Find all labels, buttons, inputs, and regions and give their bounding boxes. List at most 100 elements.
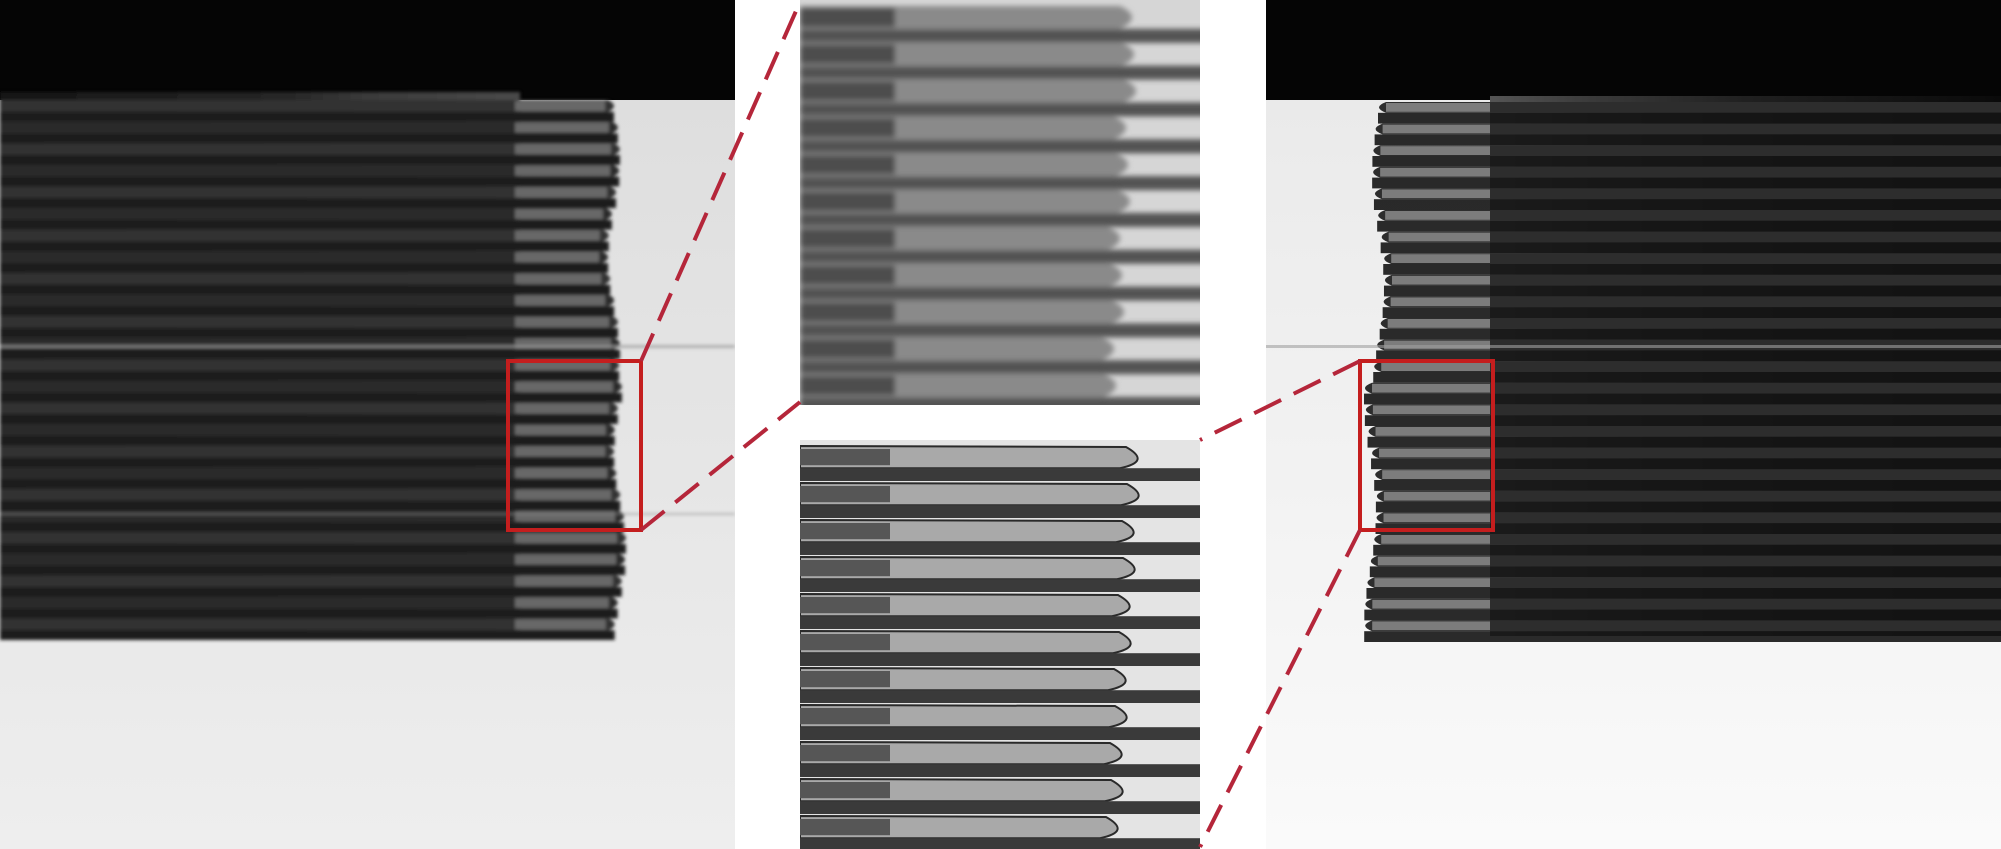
left-stripe-tip <box>515 468 608 479</box>
zoom-bottom-stripe-dark-end <box>800 745 890 762</box>
left-stripe <box>0 186 617 199</box>
right-stripe-tip <box>1385 211 1490 220</box>
left-stripe <box>0 467 617 480</box>
zoom-top-stripe-dark-end <box>800 302 895 322</box>
zoom-bottom-stripe-dark-end <box>800 597 890 614</box>
left-stripe-tip <box>515 597 609 608</box>
right-stripe-gap <box>1375 523 2001 534</box>
left-panel <box>0 0 735 849</box>
zoom-bottom-gap <box>800 801 1200 814</box>
right-seam-line <box>1266 345 2001 348</box>
right-stripe-tip <box>1372 383 1490 393</box>
left-stripe-tip <box>515 295 606 306</box>
right-stripe-gap <box>1379 328 2001 340</box>
left-stripe-gap <box>0 198 617 208</box>
right-stripe-gap <box>1383 264 2001 275</box>
zoom-connector-lines <box>639 1 1362 848</box>
left-stripe-tip <box>515 554 617 565</box>
left-stripe <box>0 294 615 307</box>
zoom-top-gap <box>800 286 1200 301</box>
zoom-bottom-gap <box>800 579 1200 592</box>
zoom-top-panel <box>800 0 1200 405</box>
left-stripe-tip <box>515 122 609 133</box>
right-stripe-stack <box>1266 96 2001 642</box>
left-stripe-gap <box>0 522 625 532</box>
right-stripe-gap <box>1364 415 2001 426</box>
zoom-top-gap <box>800 102 1200 117</box>
left-stripe-tip <box>515 338 611 349</box>
left-stripe-tip <box>515 403 609 414</box>
right-stripe-tip <box>1383 513 1490 523</box>
right-stripe-tip <box>1381 189 1490 199</box>
left-stripe <box>0 532 626 544</box>
left-stripe <box>0 553 626 566</box>
zoom-bottom-stripe-dark-end <box>800 486 890 503</box>
right-stripe-gap <box>1383 285 2001 297</box>
left-stripe-gap <box>0 392 622 403</box>
right-stripe-tip <box>1372 599 1490 609</box>
zoom-top-stripe-dark-end <box>800 81 895 101</box>
zoom-bottom-stripe-stack <box>800 444 1200 849</box>
right-stripe <box>1384 253 2001 264</box>
left-stripe <box>0 445 615 458</box>
left-stripe-tip <box>515 425 606 435</box>
left-stripe-tip <box>515 187 608 198</box>
left-stripe-gap <box>0 500 621 511</box>
right-stripe-gap <box>1375 501 2001 513</box>
right-stripe-tip <box>1382 124 1490 134</box>
zoom-bottom-stripe-dark-end <box>800 819 890 836</box>
left-stripe <box>0 596 618 609</box>
left-stripe-tip <box>515 230 600 241</box>
zoom-bottom-gap <box>800 542 1200 555</box>
right-stripe-gap <box>1364 393 2001 405</box>
zoom-top-gap <box>800 176 1200 191</box>
left-stripe-gap <box>0 155 620 165</box>
right-connector-upper <box>1199 359 1361 442</box>
right-stripe <box>1374 188 2001 200</box>
right-stripe <box>1376 490 2001 502</box>
right-stripe-gap <box>1372 177 2001 189</box>
zoom-top-stripe-dark-end <box>800 265 895 285</box>
right-stripe-gap <box>1371 458 2001 470</box>
right-stripe <box>1370 555 2001 567</box>
zoom-top-stripe-dark-end <box>800 192 895 211</box>
left-stripe-tip <box>515 533 617 543</box>
right-stripe-gap <box>1364 609 2001 621</box>
right-stripe-tip <box>1381 535 1490 544</box>
left-stripe-tip <box>515 101 605 111</box>
right-stripe <box>1375 123 2001 135</box>
right-stripe-tip <box>1387 319 1490 328</box>
zoom-bottom-stripe-dark-end <box>800 634 890 651</box>
left-stripe-tip <box>515 252 600 263</box>
left-stripe-tip <box>515 273 602 284</box>
zoom-top-stripe-dark-end <box>800 376 895 396</box>
right-stripe-gap <box>1373 372 2001 383</box>
left-stripe-tip <box>515 360 611 371</box>
right-stripe <box>1365 404 2001 416</box>
left-stripe-gap <box>0 630 615 640</box>
left-stripe <box>0 100 614 112</box>
left-stripe-gap <box>0 176 620 187</box>
left-stripe-gap <box>0 587 622 597</box>
left-connector-lower <box>639 400 802 532</box>
zoom-top-gap <box>800 360 1200 375</box>
right-stripe-gap <box>1366 588 2001 599</box>
left-stripe-gap <box>0 479 617 489</box>
right-stripe <box>1373 166 2001 178</box>
left-seam-line <box>0 513 735 515</box>
left-stripe-gap <box>0 435 615 446</box>
right-stripe-tip <box>1381 362 1490 371</box>
right-stripe-tip <box>1382 470 1490 479</box>
zoom-top-gap <box>800 323 1200 338</box>
zoom-bottom-gap <box>800 616 1200 629</box>
left-stripe-gap <box>0 565 626 576</box>
right-stripe-gap <box>1380 242 2001 254</box>
left-stripe-gap <box>0 111 614 122</box>
left-stripe <box>0 488 621 501</box>
left-stripe-gap <box>0 263 609 273</box>
zoom-top-gap <box>800 65 1200 80</box>
left-stripe <box>0 424 615 436</box>
right-stripe-tip <box>1383 491 1490 501</box>
zoom-bottom-stripe-dark-end <box>800 523 890 540</box>
